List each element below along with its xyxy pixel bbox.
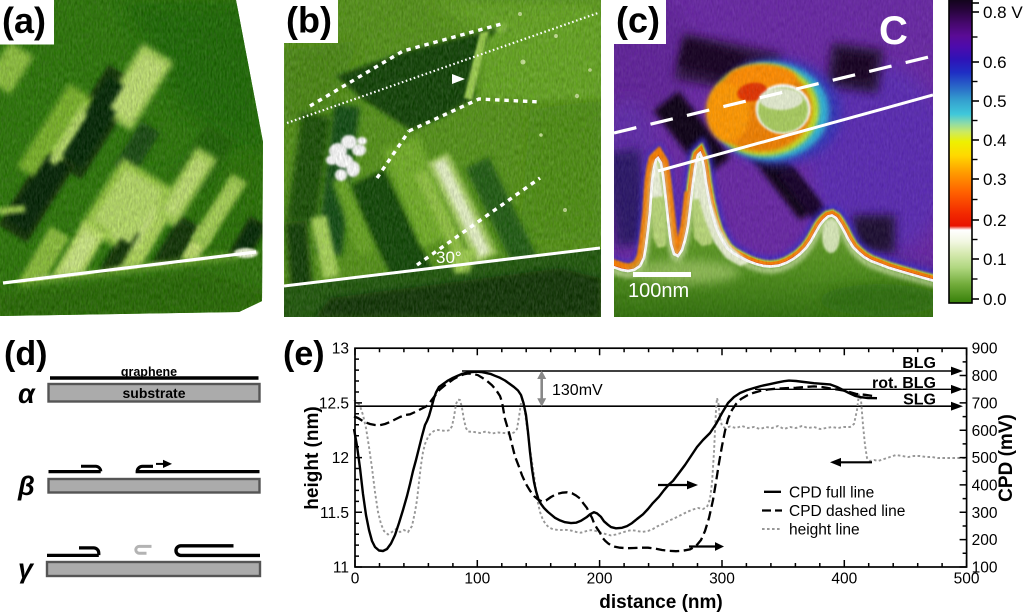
svg-text:0.5: 0.5: [983, 92, 1007, 111]
svg-text:0.1: 0.1: [983, 250, 1007, 269]
svg-text:(c): (c): [616, 0, 660, 41]
svg-text:900: 900: [972, 341, 998, 358]
svg-text:0.3: 0.3: [983, 170, 1007, 189]
svg-text:β: β: [17, 471, 35, 501]
svg-text:400: 400: [972, 477, 998, 494]
svg-text:(d): (d): [4, 335, 47, 373]
svg-text:SLG: SLG: [903, 392, 936, 409]
svg-text:500: 500: [954, 571, 980, 588]
svg-text:300: 300: [972, 505, 998, 522]
svg-text:(b): (b): [286, 0, 332, 41]
svg-text:CPD (mV): CPD (mV): [996, 414, 1017, 502]
svg-text:(e): (e): [283, 335, 325, 373]
svg-text:11.5: 11.5: [320, 505, 349, 522]
svg-text:rot. BLG: rot. BLG: [872, 375, 936, 392]
svg-text:BLG: BLG: [902, 355, 936, 372]
svg-text:height (nm): height (nm): [302, 406, 323, 509]
svg-text:100nm: 100nm: [628, 280, 689, 302]
svg-text:γ: γ: [18, 554, 35, 584]
svg-text:0: 0: [351, 571, 360, 588]
svg-text:0.6: 0.6: [983, 53, 1007, 72]
svg-text:100: 100: [464, 571, 490, 588]
svg-text:0.2: 0.2: [983, 211, 1007, 230]
svg-text:600: 600: [972, 423, 998, 440]
svg-text:height line: height line: [789, 522, 860, 539]
svg-text:700: 700: [972, 395, 998, 412]
svg-text:(a): (a): [2, 0, 46, 41]
svg-text:500: 500: [972, 450, 998, 467]
svg-text:400: 400: [831, 571, 857, 588]
svg-text:0.4: 0.4: [983, 131, 1007, 150]
svg-text:130mV: 130mV: [552, 382, 603, 399]
svg-text:α: α: [18, 379, 36, 409]
svg-text:100: 100: [972, 560, 998, 577]
svg-text:12: 12: [332, 450, 349, 467]
svg-text:200: 200: [587, 571, 613, 588]
svg-text:12.5: 12.5: [319, 395, 349, 412]
svg-text:substrate: substrate: [122, 385, 185, 401]
svg-text:CPD full line: CPD full line: [789, 485, 874, 502]
svg-text:0.8 V: 0.8 V: [983, 3, 1023, 22]
svg-text:C: C: [879, 9, 908, 53]
svg-text:13: 13: [332, 341, 349, 358]
svg-text:CPD dashed line: CPD dashed line: [789, 503, 905, 520]
svg-text:200: 200: [972, 532, 998, 549]
svg-text:300: 300: [709, 571, 735, 588]
svg-text:11: 11: [333, 560, 349, 577]
svg-text:distance (nm): distance (nm): [599, 592, 723, 613]
svg-text:0.0: 0.0: [983, 290, 1007, 309]
svg-text:800: 800: [972, 368, 998, 385]
svg-text:30°: 30°: [436, 248, 462, 267]
svg-text:graphene: graphene: [121, 365, 177, 379]
